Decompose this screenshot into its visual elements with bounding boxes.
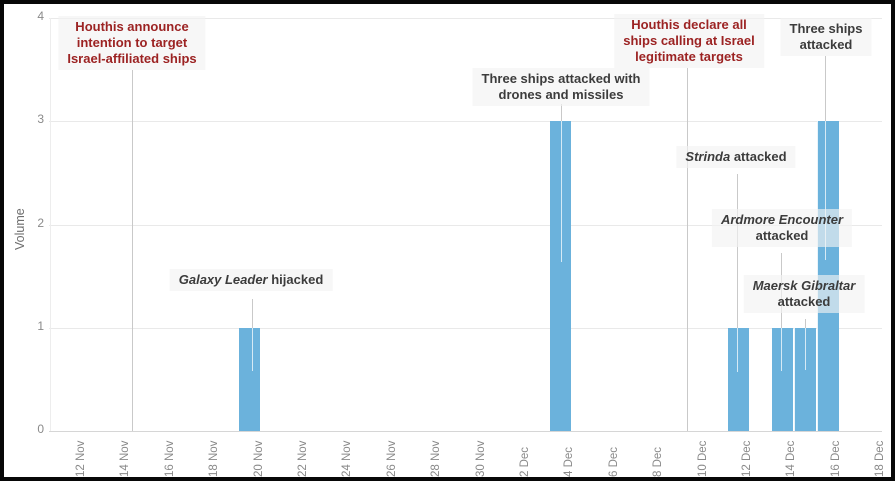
annotation-leader-line xyxy=(805,319,806,328)
annotation-text: attacked xyxy=(777,294,831,309)
x-tick-label: 20 Nov xyxy=(252,440,265,477)
bar xyxy=(772,327,794,432)
annotation-text-line: Strinda attacked xyxy=(685,149,786,165)
annotation-leader-line xyxy=(561,104,562,121)
ship-name: Galaxy Leader xyxy=(178,272,268,287)
y-gridline xyxy=(49,327,882,329)
y-gridline xyxy=(49,224,882,226)
annotation-ardmore: Ardmore Encounter attacked xyxy=(711,209,853,247)
annotation-text-line: Houthis declare all xyxy=(623,17,755,33)
annotation-text: intention to target xyxy=(76,35,188,50)
annotation-text-line: attacked xyxy=(721,228,843,244)
annotation-text: attacked xyxy=(730,149,787,164)
annotation-maersk: Maersk Gibraltar attacked xyxy=(743,275,865,313)
x-tick-label: 16 Dec xyxy=(829,440,842,477)
ship-name: Strinda xyxy=(685,149,731,164)
x-tick-label: 18 Dec xyxy=(874,440,887,477)
y-gridline xyxy=(49,18,882,19)
annotation-text-line: legitimate targets xyxy=(623,49,755,65)
x-tick-label: 18 Nov xyxy=(208,440,221,477)
y-tick-label: 3 xyxy=(37,112,44,127)
ship-name: Maersk Gibraltar xyxy=(752,278,856,293)
annotation-leader-line xyxy=(252,328,253,371)
annotation-leader-line xyxy=(781,328,782,371)
annotation-text: Three ships attacked with xyxy=(481,71,641,86)
x-tick-label: 8 Dec xyxy=(652,446,665,477)
y-tick-label: 2 xyxy=(37,215,44,230)
annotation-text: hijacked xyxy=(267,272,324,287)
event-line xyxy=(132,70,133,431)
annotation-text-line: Maersk Gibraltar xyxy=(753,278,856,294)
annotation-text-line: Three ships attacked with xyxy=(482,71,641,87)
x-tick-label: 22 Nov xyxy=(297,440,309,477)
annotation-leader-line xyxy=(805,328,806,370)
x-tick-label: 16 Nov xyxy=(163,440,176,477)
bar xyxy=(794,327,817,432)
x-tick-label: 10 Dec xyxy=(696,440,709,477)
y-axis-line xyxy=(50,18,51,431)
annotation-strinda: Strinda attacked xyxy=(676,146,796,168)
annotation-leader-line xyxy=(737,328,738,372)
annotation-houthis-announce: Houthis announce intention to target Israe… xyxy=(58,16,206,70)
annotation-leader-line xyxy=(561,121,562,262)
annotation-leader-line xyxy=(825,56,826,121)
bar xyxy=(727,327,749,432)
annotation-text-line: attacked xyxy=(790,37,863,53)
annotation-text: Israel-affiliated ships xyxy=(67,51,197,66)
x-tick-label: 28 Nov xyxy=(430,440,443,477)
x-tick-label: 12 Nov xyxy=(75,440,87,477)
y-tick-label: 4 xyxy=(37,9,44,23)
x-tick-label: 2 Dec xyxy=(519,446,531,477)
annotation-text-line: Houthis announce xyxy=(67,19,196,35)
annotation-galaxy-leader: Galaxy Leader hijacked xyxy=(169,269,333,291)
x-tick-label: 14 Dec xyxy=(785,440,798,477)
annotation-text: Three ships xyxy=(789,21,863,36)
annotation-text-line: Three ships xyxy=(790,21,863,37)
annotation-text-line: intention to target xyxy=(67,35,196,51)
annotation-text: attacked xyxy=(755,228,809,243)
x-tick-label: 30 Nov xyxy=(474,440,487,477)
annotation-three-ships-drones: Three ships attacked with drones and miss… xyxy=(472,68,650,106)
annotation-text-line: Ardmore Encounter xyxy=(721,212,843,228)
y-tick-label: 0 xyxy=(37,422,44,436)
annotation-leader-line xyxy=(737,174,738,328)
y-tick-label: 1 xyxy=(37,318,44,333)
x-tick-label: 14 Nov xyxy=(119,440,132,477)
x-tick-label: 12 Dec xyxy=(741,440,753,477)
annotation-text-line: attacked xyxy=(753,294,856,310)
x-tick-label: 4 Dec xyxy=(563,446,576,477)
x-tick-label: 26 Nov xyxy=(385,440,398,477)
event-line xyxy=(687,68,688,431)
annotation-text-line: drones and missiles xyxy=(482,87,641,103)
bar xyxy=(239,327,261,432)
annotation-leader-line xyxy=(825,121,826,260)
bar xyxy=(550,121,572,432)
y-gridline xyxy=(49,121,882,123)
x-tick-label: 24 Nov xyxy=(341,440,354,477)
annotation-text-line: ships calling at Israel xyxy=(623,33,755,49)
annotation-three-ships: Three ships attacked xyxy=(780,18,872,56)
plot-area: Volume 0 1 2 3 4 12 Nov 14 Nov 16 Nov 18 Nov 20 N… xyxy=(4,4,891,477)
annotation-text-line: Israel-affiliated ships xyxy=(67,51,196,67)
annotation-text: attacked xyxy=(799,37,853,52)
annotation-leader-line xyxy=(252,299,253,328)
annotation-text: ships calling at Israel xyxy=(623,33,755,48)
annotation-text: legitimate targets xyxy=(635,49,743,64)
ship-name: Ardmore Encounter xyxy=(720,212,844,227)
annotation-text: drones and missiles xyxy=(498,87,624,102)
x-tick-label: 6 Dec xyxy=(607,446,620,477)
annotation-text: Houthis declare all xyxy=(631,17,747,32)
annotation-text-line: Galaxy Leader hijacked xyxy=(179,272,324,288)
x-axis-line xyxy=(49,431,882,432)
annotation-houthis-declare: Houthis declare all ships calling at Isra… xyxy=(614,14,764,68)
annotation-text: Houthis announce xyxy=(75,19,189,34)
